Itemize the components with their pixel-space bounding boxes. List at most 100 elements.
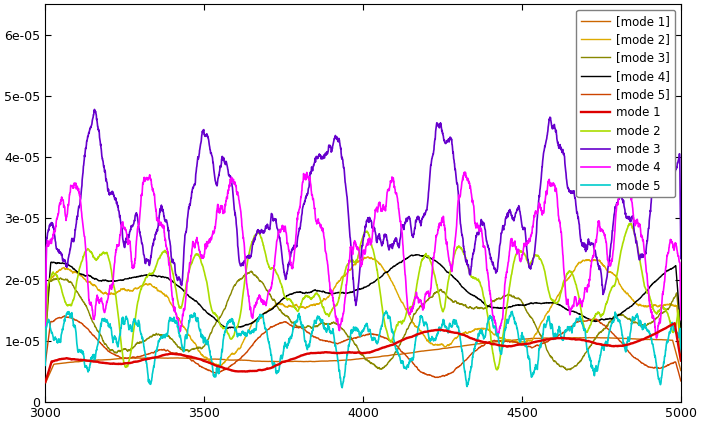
[mode 1]: [590, 335, 599, 340]
Legend: [mode 1], [mode 2], [mode 3], [mode 4], [mode 5], mode 1, mode 2, mode 3, mode 4: [mode 1], [mode 2], [mode 3], [mode 4], …: [576, 10, 675, 197]
mode 1: [670, 321, 679, 326]
[mode 2]: [363, 254, 372, 259]
mode 3: [313, 155, 321, 160]
[mode 5]: [285, 322, 294, 327]
Line: [mode 2]: [mode 2]: [46, 257, 681, 366]
[mode 5]: [596, 320, 604, 325]
[mode 2]: [285, 303, 294, 308]
[mode 3]: [285, 316, 294, 321]
Line: [mode 5]: [mode 5]: [46, 316, 681, 381]
[mode 3]: [676, 341, 685, 346]
[mode 5]: [676, 378, 685, 383]
[mode 1]: [596, 335, 604, 340]
mode 1: [676, 358, 685, 363]
mode 4: [596, 226, 604, 231]
[mode 3]: [114, 349, 122, 354]
mode 1: [664, 324, 672, 329]
mode 1: [596, 342, 604, 347]
[mode 5]: [114, 353, 122, 358]
mode 1: [285, 358, 293, 363]
[mode 5]: [313, 335, 321, 340]
[mode 3]: [563, 367, 571, 372]
Line: mode 4: mode 4: [46, 172, 681, 338]
Line: mode 3: mode 3: [46, 109, 681, 321]
mode 4: [285, 248, 293, 254]
mode 3: [90, 107, 99, 112]
[mode 3]: [151, 332, 160, 338]
mode 2: [625, 221, 634, 226]
[mode 3]: [247, 269, 255, 274]
mode 5: [338, 385, 346, 390]
[mode 4]: [413, 252, 421, 257]
[mode 3]: [665, 306, 673, 311]
mode 2: [114, 309, 122, 314]
[mode 2]: [596, 259, 604, 264]
[mode 4]: [665, 268, 673, 273]
mode 5: [285, 336, 293, 341]
mode 2: [596, 313, 604, 318]
[mode 4]: [285, 292, 293, 297]
mode 3: [114, 203, 122, 208]
mode 2: [676, 347, 685, 352]
Line: [mode 3]: [mode 3]: [46, 271, 681, 370]
Line: mode 2: mode 2: [46, 223, 681, 370]
[mode 4]: [676, 328, 685, 333]
[mode 1]: [41, 381, 50, 386]
mode 2: [665, 314, 673, 319]
mode 3: [676, 256, 685, 261]
mode 4: [114, 244, 122, 249]
[mode 2]: [41, 339, 50, 344]
mode 5: [151, 352, 160, 357]
[mode 4]: [114, 278, 122, 283]
mode 3: [285, 260, 294, 265]
Line: [mode 1]: [mode 1]: [46, 338, 681, 383]
mode 4: [652, 335, 660, 340]
mode 3: [665, 153, 673, 159]
mode 5: [114, 344, 122, 349]
[mode 5]: [665, 362, 673, 367]
mode 4: [665, 248, 673, 253]
[mode 2]: [665, 302, 673, 307]
mode 1: [313, 350, 321, 355]
mode 2: [493, 367, 501, 372]
mode 2: [41, 342, 50, 347]
[mode 3]: [596, 330, 604, 335]
[mode 3]: [41, 340, 50, 345]
mode 3: [596, 267, 604, 272]
Line: [mode 4]: [mode 4]: [46, 255, 681, 332]
mode 1: [151, 355, 160, 360]
[mode 5]: [41, 361, 50, 366]
[mode 1]: [151, 355, 160, 360]
mode 4: [313, 220, 321, 225]
[mode 4]: [596, 317, 604, 322]
mode 2: [151, 265, 160, 270]
mode 5: [41, 363, 50, 368]
[mode 2]: [151, 285, 160, 290]
Line: mode 5: mode 5: [46, 311, 681, 388]
mode 3: [151, 232, 160, 237]
mode 5: [665, 333, 673, 338]
[mode 4]: [313, 288, 321, 293]
[mode 4]: [151, 273, 160, 279]
mode 4: [461, 170, 469, 175]
[mode 3]: [313, 324, 321, 329]
[mode 2]: [676, 349, 685, 354]
[mode 5]: [151, 349, 160, 354]
[mode 1]: [665, 338, 673, 343]
[mode 1]: [676, 368, 685, 373]
[mode 4]: [41, 329, 50, 335]
[mode 1]: [285, 359, 293, 364]
mode 5: [313, 318, 321, 323]
mode 1: [41, 379, 50, 385]
[mode 1]: [313, 359, 321, 364]
mode 2: [313, 291, 321, 296]
mode 4: [676, 317, 685, 322]
mode 3: [41, 318, 50, 324]
[mode 2]: [313, 301, 321, 307]
mode 4: [151, 205, 160, 210]
mode 4: [41, 326, 50, 331]
mode 1: [114, 361, 122, 366]
Line: mode 1: mode 1: [46, 323, 681, 382]
[mode 2]: [216, 363, 224, 368]
[mode 1]: [114, 356, 122, 361]
